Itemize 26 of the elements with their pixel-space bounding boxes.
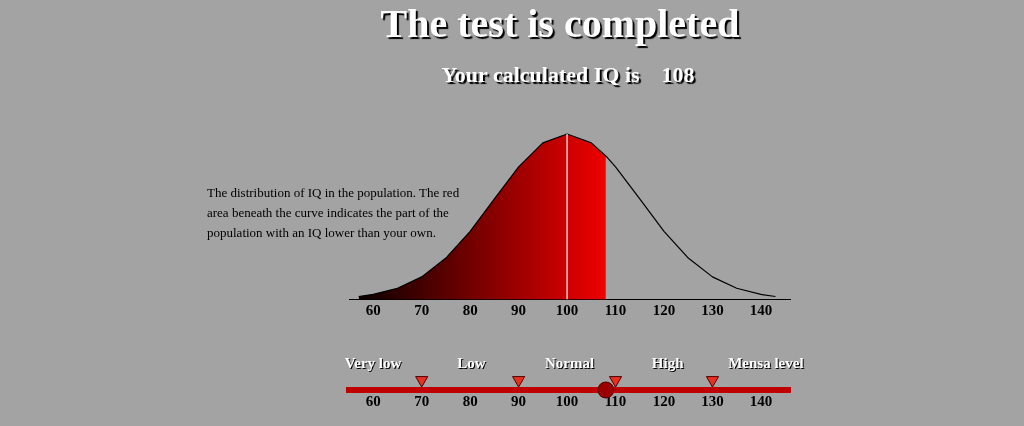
x-tick-label: 70	[414, 302, 430, 319]
x2-tick-label: 90	[511, 392, 527, 409]
annotation: Normal	[544, 354, 595, 371]
x2-tick-label: 70	[414, 392, 430, 409]
x-tick-label: 90	[511, 302, 527, 319]
x2-tick-label: 80	[462, 392, 478, 409]
x2-tick-label: 120	[652, 392, 676, 409]
x-tick-label: 140	[749, 302, 773, 319]
chart-subtitle: Your calculated IQ is 108	[440, 62, 696, 88]
x2-tick-label: 130	[701, 392, 724, 409]
annotation: Mensa level	[728, 354, 804, 371]
x-tick-label: 80	[462, 302, 478, 319]
chart-title: The test is completed	[379, 0, 741, 47]
annotation: Very low	[344, 354, 402, 371]
annotation: High	[651, 354, 685, 371]
x2-tick-label: 100	[555, 392, 579, 409]
annotation: The distribution of IQ in the population. The red area beneath the curve indicates the part of the population with an IQ lower than your own.	[207, 184, 461, 242]
x-tick-label: 100	[555, 302, 579, 319]
x-tick-label: 110	[604, 302, 627, 319]
annotation: Low	[457, 354, 486, 371]
x-tick-label: 130	[701, 302, 724, 319]
x-tick-label: 60	[365, 302, 381, 319]
x2-tick-label: 140	[749, 392, 773, 409]
x2-tick-label: 60	[365, 392, 381, 409]
x2-tick-label: 110	[604, 392, 627, 409]
x-tick-label: 120	[652, 302, 676, 319]
